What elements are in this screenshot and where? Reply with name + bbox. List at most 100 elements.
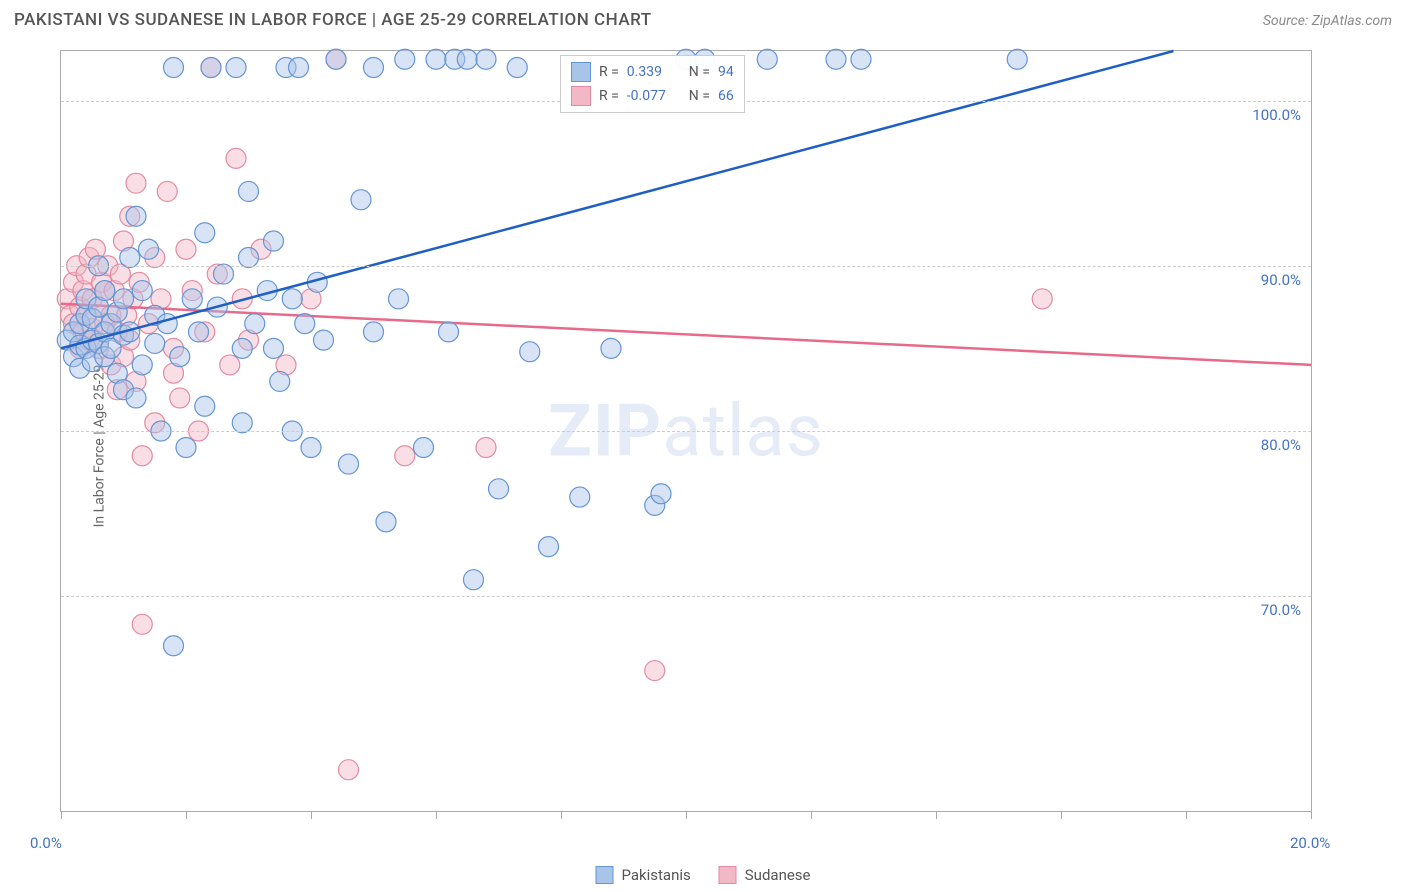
- data-point: [170, 388, 190, 408]
- data-point: [289, 58, 309, 78]
- data-point: [457, 49, 477, 69]
- swatch-pakistanis: [595, 866, 613, 884]
- data-point: [245, 314, 265, 334]
- data-point: [395, 446, 415, 466]
- data-point: [164, 636, 184, 656]
- data-point: [1007, 49, 1027, 69]
- data-point: [132, 281, 152, 301]
- data-point: [114, 289, 134, 309]
- data-point: [126, 388, 146, 408]
- x-tick: [686, 811, 687, 819]
- source-attribution: Source: ZipAtlas.com: [1263, 13, 1392, 29]
- data-point: [170, 347, 190, 367]
- swatch-icon: [571, 86, 591, 106]
- data-point: [226, 58, 246, 78]
- x-tick: [936, 811, 937, 819]
- data-point: [851, 49, 871, 69]
- plot-area: ZIPatlas 70.0%80.0%90.0%100.0%: [60, 50, 1312, 812]
- x-tick-label-right: 20.0%: [1290, 834, 1330, 852]
- r-value: -0.077: [627, 88, 681, 104]
- data-point: [364, 58, 384, 78]
- data-point: [1032, 289, 1052, 309]
- y-tick-label: 90.0%: [1261, 271, 1301, 289]
- data-point: [314, 330, 334, 350]
- data-point: [395, 49, 415, 69]
- data-point: [157, 181, 177, 201]
- data-point: [645, 661, 665, 681]
- data-point: [282, 289, 302, 309]
- data-point: [264, 231, 284, 251]
- legend-label-sudanese: Sudanese: [745, 866, 811, 884]
- r-label: R =: [599, 64, 619, 80]
- n-value: 66: [718, 88, 734, 104]
- data-point: [239, 181, 259, 201]
- data-point: [301, 438, 321, 458]
- data-point: [326, 49, 346, 69]
- chart-title: PAKISTANI VS SUDANESE IN LABOR FORCE | A…: [14, 10, 652, 30]
- data-point: [220, 355, 240, 375]
- data-point: [164, 58, 184, 78]
- data-point: [132, 614, 152, 634]
- x-tick: [61, 811, 62, 819]
- legend-label-pakistanis: Pakistanis: [621, 866, 690, 884]
- n-value: 94: [718, 64, 734, 80]
- data-point: [182, 289, 202, 309]
- data-point: [339, 454, 359, 474]
- data-point: [376, 512, 396, 532]
- data-point: [339, 760, 359, 780]
- data-point: [389, 289, 409, 309]
- data-point: [364, 322, 384, 342]
- x-tick: [1186, 811, 1187, 819]
- data-point: [176, 239, 196, 259]
- data-point: [476, 49, 496, 69]
- n-label: N =: [689, 88, 710, 104]
- data-point: [426, 49, 446, 69]
- data-point: [139, 239, 159, 259]
- correlation-row-pakistanis: R = 0.339 N = 94: [571, 60, 734, 84]
- r-value: 0.339: [627, 64, 681, 80]
- gridline: [61, 431, 1311, 432]
- n-label: N =: [689, 64, 710, 80]
- x-tick: [1311, 811, 1312, 819]
- data-point: [264, 338, 284, 358]
- swatch-icon: [571, 62, 591, 82]
- legend-bottom: Pakistanis Sudanese: [595, 866, 810, 884]
- gridline: [61, 266, 1311, 267]
- data-point: [145, 333, 165, 353]
- data-point: [270, 371, 290, 391]
- data-point: [195, 396, 215, 416]
- data-point: [232, 413, 252, 433]
- data-point: [476, 438, 496, 458]
- data-point: [132, 446, 152, 466]
- data-point: [176, 438, 196, 458]
- y-tick-label: 100.0%: [1252, 106, 1301, 124]
- data-point: [126, 206, 146, 226]
- data-point: [464, 570, 484, 590]
- legend-item-pakistanis: Pakistanis: [595, 866, 690, 884]
- data-point: [189, 322, 209, 342]
- data-point: [232, 338, 252, 358]
- data-point: [132, 355, 152, 375]
- data-point: [601, 338, 621, 358]
- y-tick-label: 70.0%: [1261, 601, 1301, 619]
- x-tick: [1061, 811, 1062, 819]
- x-tick-label-left: 0.0%: [30, 834, 62, 852]
- data-point: [757, 49, 777, 69]
- data-point: [439, 322, 459, 342]
- data-point: [651, 484, 671, 504]
- x-tick: [436, 811, 437, 819]
- x-tick: [186, 811, 187, 819]
- gridline: [61, 596, 1311, 597]
- swatch-sudanese: [719, 866, 737, 884]
- data-point: [214, 264, 234, 284]
- data-point: [489, 479, 509, 499]
- correlation-legend: R = 0.339 N = 94R = -0.077 N = 66: [560, 55, 745, 113]
- data-point: [239, 248, 259, 268]
- data-point: [539, 537, 559, 557]
- data-point: [351, 190, 371, 210]
- data-point: [201, 58, 221, 78]
- data-point: [826, 49, 846, 69]
- data-point: [95, 281, 115, 301]
- legend-item-sudanese: Sudanese: [719, 866, 811, 884]
- data-point: [126, 173, 146, 193]
